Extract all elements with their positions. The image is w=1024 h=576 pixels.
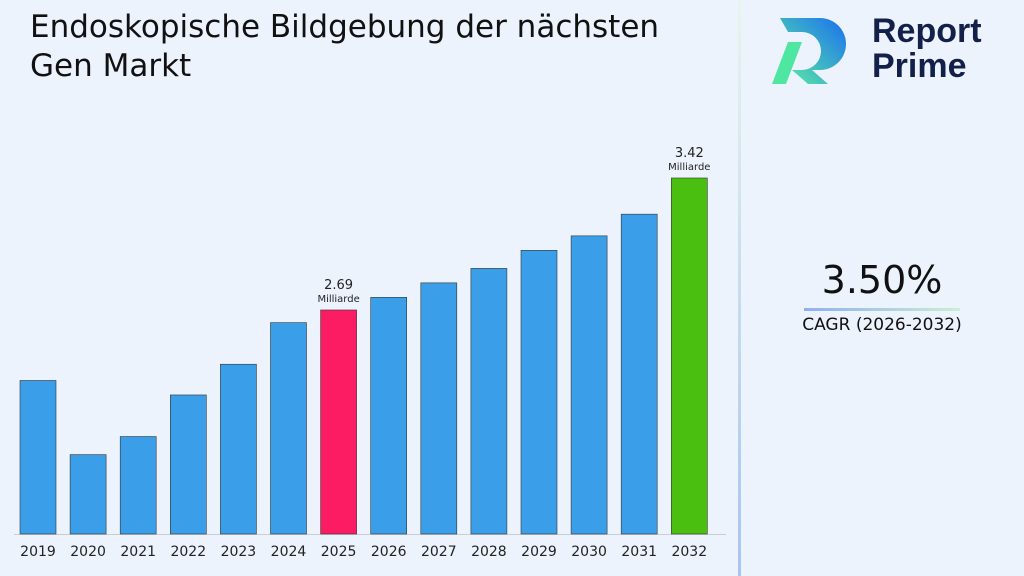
cagr-panel: 3.50% CAGR (2026-2032) (790, 258, 974, 335)
bar-2027 (420, 282, 458, 535)
page-title: Endoskopische Bildgebung der nächsten Ge… (30, 9, 660, 84)
bar-2025 (320, 309, 357, 535)
data-label-unit: Milliarde (317, 294, 359, 305)
bar-2021 (119, 436, 157, 535)
x-tick-label: 2024 (271, 544, 307, 560)
brand-line2: Prime (872, 47, 967, 85)
bar-2029 (520, 250, 558, 535)
cagr-underline (804, 308, 960, 311)
x-tick-label: 2025 (321, 544, 357, 560)
bar-2032 (670, 177, 708, 535)
x-tick-label: 2030 (571, 544, 607, 560)
bar-2023 (220, 363, 257, 535)
bar-2031 (620, 213, 658, 535)
brand-line1: Report (872, 12, 982, 50)
cagr-label: CAGR (2026-2032) (802, 315, 962, 335)
x-tick-label: 2019 (20, 544, 56, 560)
data-label-unit: Milliarde (668, 162, 710, 173)
x-tick-label: 2020 (70, 544, 106, 560)
x-tick-label: 2029 (521, 544, 557, 560)
bar-2024 (270, 322, 307, 535)
bar-2030 (570, 235, 608, 535)
report-prime-logo: Report Prime (768, 14, 1008, 88)
logo-icon (772, 18, 846, 84)
divider (738, 0, 741, 576)
data-label-value: 3.42 (675, 146, 704, 161)
bar-2026 (370, 297, 408, 535)
x-tick-label: 2028 (471, 544, 507, 560)
x-tick-label: 2032 (671, 544, 707, 560)
data-label-value: 2.69 (324, 278, 353, 293)
x-tick-label: 2023 (221, 544, 257, 560)
cagr-value: 3.50% (821, 258, 943, 302)
x-tick-label: 2021 (120, 544, 156, 560)
bar-2019 (19, 380, 57, 535)
bar-chart: 2019 2020 2021 2022 2023 2024 20252.69Milliard… (14, 146, 726, 560)
x-tick-label: 2027 (421, 544, 457, 560)
bar-2022 (170, 394, 207, 535)
x-tick-label: 2022 (170, 544, 206, 560)
x-tick-label: 2026 (371, 544, 407, 560)
bar-2020 (69, 454, 107, 535)
bar-2028 (470, 268, 508, 535)
x-tick-label: 2031 (621, 544, 657, 560)
